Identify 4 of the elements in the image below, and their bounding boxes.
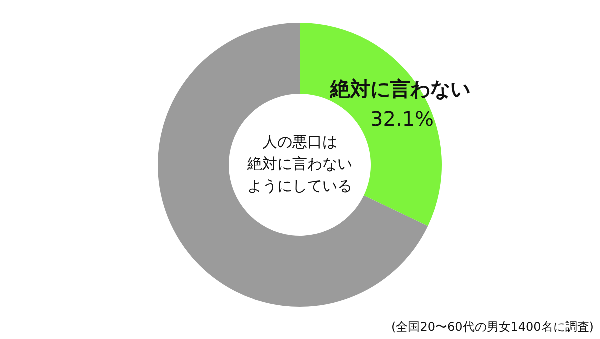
- data-label: 32.1%: [370, 106, 434, 131]
- text: (全国20〜60代の男女1400名に調査): [392, 320, 594, 334]
- text: 絶対に言わないようにしている: [246, 154, 354, 197]
- text: 人の悪口は: [262, 132, 338, 153]
